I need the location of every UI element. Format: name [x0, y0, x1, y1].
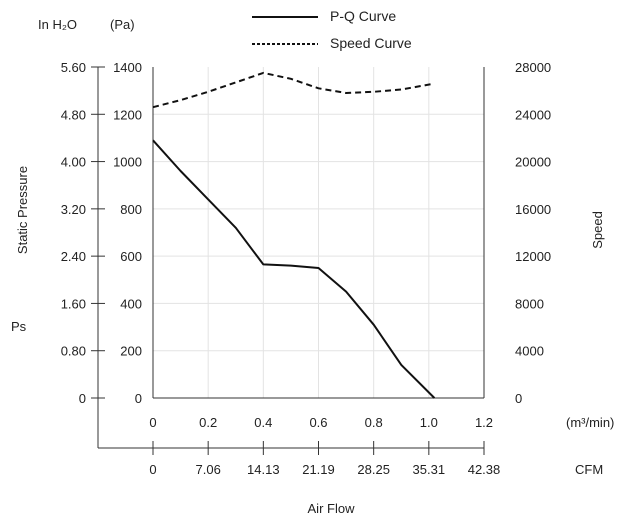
axes — [91, 66, 485, 455]
y-tick-label-pa: 1400 — [113, 60, 142, 75]
x-tick-label-m3min: 0.2 — [199, 415, 217, 430]
y-tick-label-pa: 600 — [120, 249, 142, 264]
x-tick-label-m3min: 0 — [149, 415, 156, 430]
y-tick-label-inh2o: 3.20 — [61, 202, 86, 217]
x-tick-label-m3min: 1.2 — [475, 415, 493, 430]
x-unit-primary: (m³/min) — [566, 415, 614, 430]
unit-inh2o: In H₂O — [38, 17, 77, 32]
x-tick-label-m3min: 1.0 — [420, 415, 438, 430]
series-line-pq-curve — [152, 139, 436, 399]
y-tick-label-speed: 4000 — [515, 344, 544, 359]
y-tick-label-speed: 24000 — [515, 107, 551, 122]
x-tick-label-cfm: 42.38 — [468, 462, 501, 477]
unit-pa: (Pa) — [110, 17, 135, 32]
x-tick-label-m3min: 0.8 — [365, 415, 383, 430]
legend-label-speed: Speed Curve — [330, 35, 412, 51]
x-tick-label-cfm: 35.31 — [413, 462, 446, 477]
y-tick-label-pa: 0 — [135, 391, 142, 406]
x-tick-label-m3min: 0.4 — [254, 415, 272, 430]
y-tick-label-speed: 28000 — [515, 60, 551, 75]
series-lines — [152, 71, 436, 399]
x-tick-label-cfm: 0 — [149, 462, 156, 477]
y-tick-label-inh2o: 0 — [79, 391, 86, 406]
y-tick-label-speed: 12000 — [515, 249, 551, 264]
y-tick-label-inh2o: 1.60 — [61, 296, 86, 311]
x-tick-label-cfm: 14.13 — [247, 462, 280, 477]
x-axis-title: Air Flow — [308, 501, 356, 516]
x-tick-label-cfm: 28.25 — [357, 462, 390, 477]
x-unit-secondary: CFM — [575, 462, 603, 477]
y-tick-label-inh2o: 5.60 — [61, 60, 86, 75]
x-tick-label-m3min: 0.6 — [309, 415, 327, 430]
y-axis-title-left: Static Pressure — [15, 166, 30, 254]
series-line-speed-curve — [152, 71, 435, 109]
y-tick-label-speed: 16000 — [515, 202, 551, 217]
y-axis-title-right: Speed — [590, 211, 605, 249]
y-tick-label-inh2o: 0.80 — [61, 344, 86, 359]
y-tick-label-speed: 0 — [515, 391, 522, 406]
y-tick-label-pa: 1000 — [113, 155, 142, 170]
x-tick-label-cfm: 7.06 — [196, 462, 221, 477]
legend-label-pq: P-Q Curve — [330, 8, 396, 24]
y-tick-label-inh2o: 4.80 — [61, 107, 86, 122]
legend: P-Q Curve Speed Curve — [252, 8, 412, 51]
y-tick-label-pa: 400 — [120, 296, 142, 311]
y-tick-label-inh2o: 2.40 — [61, 249, 86, 264]
x-tick-label-cfm: 21.19 — [302, 462, 335, 477]
y-tick-label-speed: 8000 — [515, 296, 544, 311]
ps-label: Ps — [11, 319, 27, 334]
y-tick-label-pa: 200 — [120, 344, 142, 359]
y-tick-label-speed: 20000 — [515, 155, 551, 170]
y-tick-label-inh2o: 4.00 — [61, 155, 86, 170]
y-tick-label-pa: 800 — [120, 202, 142, 217]
y-tick-label-pa: 1200 — [113, 107, 142, 122]
grid — [153, 67, 484, 398]
